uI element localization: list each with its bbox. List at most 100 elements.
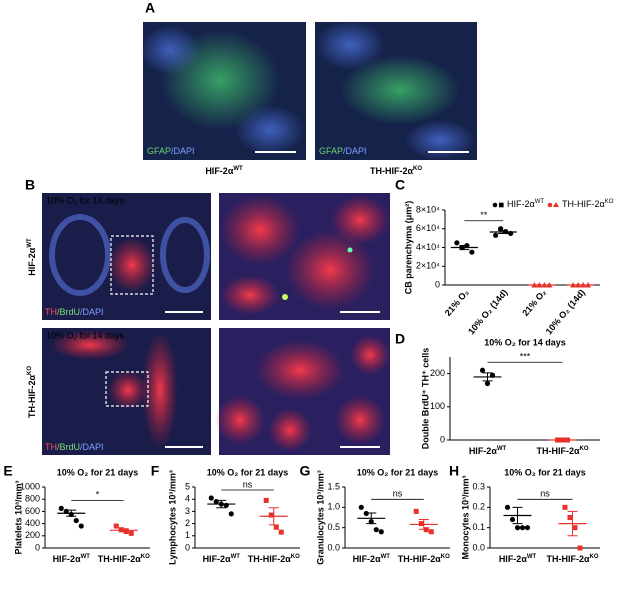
y-axis-label: Platelets 10³/mm³ — [13, 480, 23, 554]
x-tick-label: TH-HIF-2αKO — [398, 554, 450, 565]
label-sup: WT — [497, 446, 507, 452]
y-axis-label: Double BrdU⁺ TH⁺ cells — [420, 348, 430, 450]
y-tick-label: 1.5 — [327, 481, 340, 491]
chart-title: 10% O₂ for 14 days — [484, 337, 566, 347]
x-tick-label: 21% O₂ — [443, 287, 471, 318]
label-sup: WT — [535, 199, 545, 205]
point — [118, 527, 124, 533]
error-bar — [268, 507, 279, 526]
y-tick-label: 0.0 — [327, 542, 340, 552]
y-tick-label: 600 — [25, 506, 40, 516]
error-bar — [118, 528, 129, 533]
label-sup: KO — [27, 366, 33, 375]
point — [498, 226, 504, 232]
legend-label: HIF-2αWT — [507, 199, 544, 210]
label-main: TH-HIF-2α — [546, 554, 589, 564]
label-sup: KO — [291, 554, 300, 560]
image-b-wt-high — [219, 193, 390, 320]
label-main: HIF-2α — [469, 446, 498, 456]
point — [208, 495, 214, 501]
error-bar — [567, 510, 578, 537]
image-b-wt-low — [42, 193, 211, 320]
point — [268, 512, 274, 518]
y-tick-label: 8×10⁴ — [416, 204, 440, 214]
label-sup: KO — [605, 199, 614, 205]
x-tick-label: HIF-2αWT — [353, 554, 391, 565]
error-bar — [366, 512, 377, 525]
stain-label-part: /BrdU — [57, 442, 80, 452]
error-bar — [66, 509, 77, 517]
y-tick-label: 4 — [185, 494, 190, 504]
label-sup: KO — [441, 554, 450, 560]
point — [378, 529, 384, 535]
x-tick-label: HIF-2αWT — [499, 554, 537, 565]
label-main: HIF-2α — [499, 554, 528, 564]
label-sup: WT — [81, 554, 91, 560]
stain-label: GFAP/DAPI — [319, 146, 367, 156]
legend-swatch — [553, 202, 559, 207]
chart-title: 10% O₂ for 21 days — [357, 467, 439, 477]
point — [418, 521, 424, 527]
condition-label: 10% O₂ for 14 days — [46, 330, 125, 340]
point — [273, 524, 279, 530]
stain-label-part: /BrdU — [57, 307, 80, 317]
label-main: HIF-2α — [53, 554, 82, 564]
panel-letter: B — [25, 177, 35, 193]
point — [514, 525, 521, 531]
point — [78, 523, 84, 529]
label-sup: WT — [27, 238, 33, 248]
label-main: TH-HIF-2α — [248, 554, 291, 564]
label-main: HIF-2α — [203, 554, 232, 564]
x-tick-label: 10% O₂ (14d) — [544, 287, 587, 336]
y-tick-label: 5 — [185, 481, 190, 491]
y-tick-label: 1.0 — [327, 502, 340, 512]
label-main: TH-HIF-2α — [98, 554, 141, 564]
y-tick-label: 0.0 — [472, 542, 485, 552]
y-tick-label: 0 — [435, 279, 440, 289]
y-tick-label: 1 — [185, 530, 190, 540]
x-tick-label: TH-HIF-2αKO — [536, 446, 588, 457]
significance-label: ns — [393, 489, 403, 499]
point — [567, 515, 573, 520]
y-tick-label: 4×10⁴ — [416, 242, 440, 252]
label-sup: KO — [413, 166, 422, 172]
significance-label: ns — [243, 479, 253, 489]
x-tick-label: TH-HIF-2αKO — [546, 554, 598, 565]
point — [509, 516, 516, 523]
y-tick-label: 6×10⁴ — [416, 223, 440, 233]
point — [469, 249, 475, 255]
y-tick-label: 0.3 — [472, 481, 485, 491]
stain-label-part: GFAP — [319, 146, 343, 156]
y-tick-label: 400 — [25, 518, 40, 528]
stain-label-part: /DAPI — [80, 442, 104, 452]
x-tick-label: TH-HIF-2αKO — [98, 554, 150, 565]
label-sup: WT — [231, 554, 241, 560]
stain-label: TH/BrdU/DAPI — [45, 307, 104, 317]
image-a-wt — [140, 22, 306, 160]
y-tick-label: 0 — [440, 434, 445, 444]
panel-letter: A — [145, 0, 155, 16]
panel-letter: F — [151, 463, 160, 479]
point — [484, 380, 491, 387]
significance-label: *** — [520, 352, 531, 362]
point — [479, 367, 486, 373]
row-label: TH-HIF-2αKO — [27, 366, 38, 418]
error-bar — [418, 519, 429, 530]
y-tick-label: 3 — [185, 506, 190, 516]
point — [524, 525, 531, 531]
error-bar — [216, 499, 227, 509]
label-main: HIF-2α — [507, 199, 535, 209]
label-main: TH-HIF-2α — [536, 446, 579, 456]
label-sup: KO — [580, 446, 589, 452]
panel-letter: D — [395, 331, 405, 347]
point — [454, 240, 460, 246]
label-sup: KO — [590, 554, 599, 560]
y-tick-label: 100 — [430, 401, 445, 411]
x-tick-label: 10% O₂ (14d) — [466, 287, 509, 336]
image-a-ko — [315, 20, 477, 160]
label-sup: KO — [141, 554, 150, 560]
panel-letter: H — [449, 463, 459, 479]
panel-letter: E — [3, 463, 12, 479]
point — [58, 505, 64, 511]
y-tick-label: 0.2 — [472, 502, 485, 512]
